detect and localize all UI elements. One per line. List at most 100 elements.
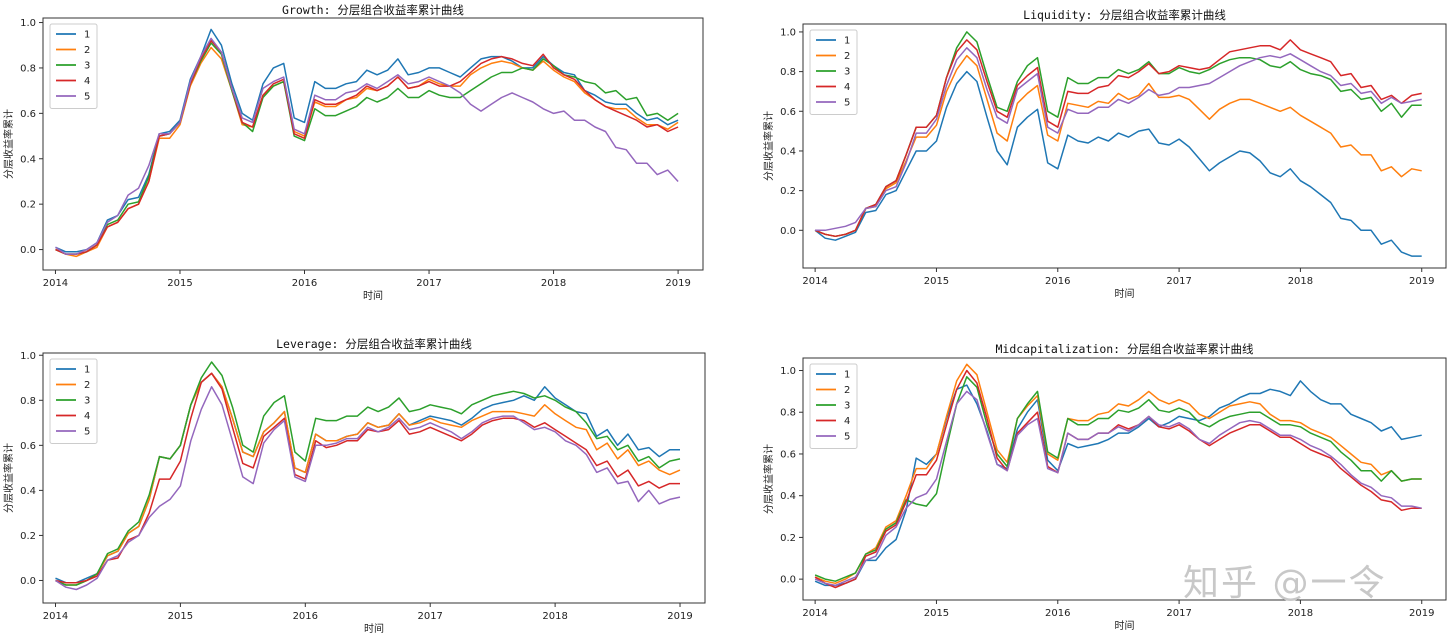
legend: 1 2 3 4 5 <box>49 23 98 109</box>
x-tick-label: 2015 <box>167 278 192 289</box>
legend-label: 4 <box>84 76 90 87</box>
y-tick-label: 0.8 <box>20 63 36 74</box>
y-tick-label: 0.2 <box>780 186 796 197</box>
series-line-1 <box>55 28 679 253</box>
legend-label: 3 <box>84 396 90 407</box>
plot-area <box>42 352 706 604</box>
y-axis-label: 分层收益率累计 <box>762 444 775 514</box>
series-group <box>814 31 1422 257</box>
y-tick-label: 0.6 <box>780 107 796 118</box>
x-tick-label: 2014 <box>43 611 68 622</box>
series-line-1 <box>814 380 1422 587</box>
y-tick-label: 0.0 <box>20 576 36 587</box>
y-tick-label: 0.4 <box>780 491 796 502</box>
x-axis-label: 时间 <box>1115 287 1135 300</box>
y-tick-label: 0.8 <box>780 67 796 78</box>
series-line-4 <box>814 369 1422 589</box>
legend-label: 1 <box>84 365 90 376</box>
series-line-2 <box>55 372 681 586</box>
x-tick-label: 2015 <box>924 276 949 287</box>
series-line-2 <box>814 54 1422 238</box>
series-line-4 <box>55 39 679 255</box>
series-line-3 <box>814 376 1422 582</box>
series-line-5 <box>815 47 1422 232</box>
legend: 1 2 3 4 5 <box>809 29 858 115</box>
plot-area <box>802 23 1447 269</box>
x-tick-label: 2018 <box>542 611 567 622</box>
x-tick-label: 2015 <box>924 608 949 619</box>
legend-label: 1 <box>844 36 850 47</box>
x-tick-label: 2017 <box>1166 276 1191 287</box>
y-tick-label: 0.8 <box>20 396 36 407</box>
chart-title: Growth: 分层组合收益率累计曲线 <box>282 3 464 17</box>
legend-label: 2 <box>84 45 90 56</box>
watermark: 知乎 @一令 <box>1183 563 1387 604</box>
x-tick-label: 2015 <box>168 611 193 622</box>
x-tick-label: 2014 <box>43 278 68 289</box>
y-tick-label: 1.0 <box>780 366 796 377</box>
x-tick-label: 2016 <box>293 611 318 622</box>
legend-label: 2 <box>844 385 850 396</box>
y-axis-label: 分层收益率累计 <box>2 443 15 513</box>
legend-label: 5 <box>84 92 90 103</box>
legend-label: 2 <box>84 380 90 391</box>
x-tick-label: 2014 <box>802 608 827 619</box>
legend-label: 5 <box>844 432 850 443</box>
series-line-2 <box>55 46 679 258</box>
legend-label: 3 <box>84 61 90 72</box>
series-group <box>55 28 679 258</box>
legend-box <box>809 29 858 115</box>
x-tick-label: 2019 <box>667 611 692 622</box>
x-axis-label: 时间 <box>364 622 384 635</box>
series-group <box>814 363 1422 589</box>
series-line-4 <box>814 39 1422 238</box>
y-tick-label: 1.0 <box>20 351 36 362</box>
chart-title: Leverage: 分层组合收益率累计曲线 <box>276 337 472 351</box>
panel-leverage: Leverage: 分层组合收益率累计曲线 2014 2015 2016 2017 201… <box>2 337 706 635</box>
x-tick-label: 2018 <box>1288 608 1313 619</box>
y-tick-label: 0.8 <box>780 408 796 419</box>
x-tick-label: 2019 <box>665 278 690 289</box>
x-tick-label: 2019 <box>1409 276 1434 287</box>
legend-label: 4 <box>844 416 850 427</box>
series-line-3 <box>55 361 681 586</box>
x-tick-label: 2017 <box>417 611 442 622</box>
series-line-5 <box>55 386 681 591</box>
series-line-3 <box>55 42 679 255</box>
series-group <box>55 361 681 591</box>
series-line-1 <box>814 70 1422 257</box>
legend-box <box>49 358 98 444</box>
legend: 1 2 3 4 5 <box>49 358 98 444</box>
y-tick-label: 0.0 <box>20 245 36 256</box>
legend-label: 3 <box>844 67 850 78</box>
y-tick-label: 0.2 <box>20 200 36 211</box>
x-tick-label: 2018 <box>1288 276 1313 287</box>
y-tick-label: 1.0 <box>20 18 36 29</box>
legend-label: 3 <box>844 401 850 412</box>
legend-label: 2 <box>844 51 850 62</box>
y-tick-label: 0.6 <box>20 441 36 452</box>
y-tick-label: 0.4 <box>780 146 796 157</box>
plot-area <box>802 357 1447 601</box>
series-line-5 <box>55 37 679 255</box>
plot-area <box>42 17 704 271</box>
legend-box <box>49 23 98 109</box>
y-tick-label: 0.4 <box>20 486 36 497</box>
y-axis-label: 分层收益率累计 <box>762 111 775 181</box>
x-axis-label: 时间 <box>1115 619 1135 632</box>
y-tick-label: 0.0 <box>780 575 796 586</box>
y-tick-label: 0.4 <box>20 154 36 165</box>
legend-label: 5 <box>84 427 90 438</box>
legend-box <box>809 363 858 449</box>
y-tick-label: 1.0 <box>780 27 796 38</box>
y-tick-label: 0.2 <box>20 531 36 542</box>
x-tick-label: 2018 <box>541 278 566 289</box>
legend-label: 1 <box>844 370 850 381</box>
series-line-1 <box>55 372 680 584</box>
x-tick-label: 2016 <box>1045 276 1070 287</box>
y-tick-label: 0.2 <box>780 533 796 544</box>
chart-title: Midcapitalization: 分层组合收益率累计曲线 <box>995 342 1254 356</box>
